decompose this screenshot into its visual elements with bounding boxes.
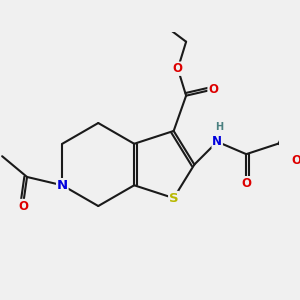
- Text: O: O: [208, 83, 218, 96]
- Text: H: H: [213, 137, 222, 147]
- Text: O: O: [173, 62, 183, 75]
- Text: H: H: [215, 122, 223, 132]
- Text: N: N: [212, 135, 222, 148]
- Text: O: O: [18, 200, 28, 212]
- Text: O: O: [241, 177, 251, 190]
- Text: N: N: [57, 179, 68, 192]
- Text: O: O: [291, 154, 300, 167]
- Text: S: S: [169, 192, 178, 205]
